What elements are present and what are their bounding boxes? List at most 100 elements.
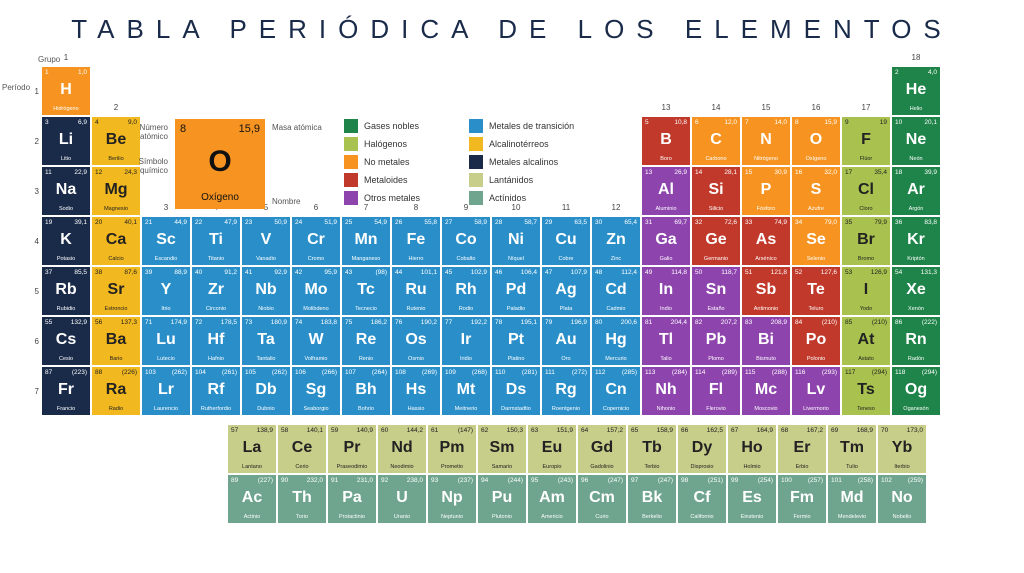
element-symbol: Na (42, 181, 90, 199)
element-symbol: Au (542, 331, 590, 349)
atomic-mass: 74,9 (774, 219, 787, 226)
atomic-mass: 127,6 (821, 269, 837, 276)
atomic-number: 35 (845, 219, 852, 226)
element-symbol: Li (42, 131, 90, 149)
atomic-mass: 58,7 (524, 219, 537, 226)
atomic-mass: (268) (472, 369, 487, 376)
atomic-number: 77 (445, 319, 452, 326)
atomic-number: 118 (895, 369, 905, 376)
element-name: Tecnecio (342, 307, 390, 313)
atomic-mass: 158,9 (657, 427, 673, 434)
element-symbol: Fm (778, 489, 826, 507)
atomic-number: 28 (495, 219, 502, 226)
atomic-number: 3 (45, 119, 49, 126)
element-Fl: 114(289)FlFlerovio (692, 367, 740, 415)
legend-item-alkali: Metales alcalinos (469, 155, 574, 169)
atomic-mass: 126,9 (871, 269, 887, 276)
element-Fr: 87(223)FrFrancio (42, 367, 90, 415)
atomic-number: 90 (281, 477, 288, 484)
atomic-mass: 72,6 (724, 219, 737, 226)
element-Cu: 2963,5CuCobre (542, 217, 590, 265)
element-symbol: Hs (392, 381, 440, 399)
element-symbol: Bh (342, 381, 390, 399)
atomic-number: 63 (531, 427, 538, 434)
atomic-number: 27 (445, 219, 452, 226)
element-symbol: Pm (428, 439, 476, 457)
atomic-number: 73 (245, 319, 252, 326)
atomic-number: 7 (745, 119, 749, 126)
element-symbol: Lr (142, 381, 190, 399)
example-sym: O (175, 145, 265, 179)
atomic-number: 59 (331, 427, 338, 434)
element-name: Lantano (228, 465, 276, 471)
atomic-mass: 88,9 (174, 269, 187, 276)
atomic-number: 114 (695, 369, 705, 376)
periodic-grid: 123456789101112131415161718111,0HHidróge… (28, 53, 996, 415)
element-symbol: Nb (242, 281, 290, 299)
element-name: Bario (92, 357, 140, 363)
element-name: Azufre (792, 207, 840, 213)
element-symbol: Br (842, 231, 890, 249)
atomic-number: 93 (431, 477, 438, 484)
atomic-mass: 196,9 (571, 319, 587, 326)
element-symbol: In (642, 281, 690, 299)
element-Sc: 2144,9ScEscandio (142, 217, 190, 265)
element-Ge: 3272,6GeGermanio (692, 217, 740, 265)
atomic-number: 76 (395, 319, 402, 326)
element-name: Talio (642, 357, 690, 363)
example-lbl-name: Nombre (272, 197, 322, 206)
atomic-number: 111 (545, 369, 555, 376)
element-Na: 1122,9NaSodio (42, 167, 90, 215)
element-Ir: 77192,2IrIridio (442, 317, 490, 365)
atomic-mass: 118,7 (721, 269, 737, 276)
atomic-number: 43 (345, 269, 352, 276)
element-Pu: 94(244)PuPlutonio (478, 475, 526, 523)
element-Rf: 104(261)RfRutherfordio (192, 367, 240, 415)
element-name: Radio (92, 407, 140, 413)
element-name: Platino (492, 357, 540, 363)
element-symbol: Ac (228, 489, 276, 507)
element-name: Iterbio (878, 465, 926, 471)
element-symbol: La (228, 439, 276, 457)
element-symbol: Pu (478, 489, 526, 507)
element-Lr: 103(262)LrLaurencio (142, 367, 190, 415)
element-name: Disprosio (678, 465, 726, 471)
element-name: Rodio (442, 307, 490, 313)
element-symbol: K (42, 231, 90, 249)
element-name: Francio (42, 407, 90, 413)
element-Br: 3579,9BrBromo (842, 217, 890, 265)
element-Bi: 83208,9BiBismuto (742, 317, 790, 365)
atomic-mass: 195,1 (521, 319, 537, 326)
element-symbol: V (242, 231, 290, 249)
element-Ti: 2247,9TiTitanio (192, 217, 240, 265)
atomic-number: 55 (45, 319, 52, 326)
element-name: Praseodimio (328, 465, 376, 471)
atomic-mass: 121,8 (771, 269, 787, 276)
atomic-number: 102 (881, 477, 892, 484)
element-Rb: 3785,5RbRubidio (42, 267, 90, 315)
atomic-number: 24 (295, 219, 302, 226)
element-name: Curio (578, 515, 626, 521)
element-Th: 90232,0ThTorio (278, 475, 326, 523)
element-name: Rutherfordio (192, 407, 240, 413)
legend-swatch (469, 137, 483, 151)
atomic-number: 62 (481, 427, 488, 434)
element-name: Actinio (228, 515, 276, 521)
example-cell: Número atómico Masa atómica Símbolo quím… (120, 119, 320, 209)
atomic-mass: (244) (508, 477, 523, 484)
element-name: Hassio (392, 407, 440, 413)
element-name: Estroncio (92, 307, 140, 313)
element-Cd: 48112,4CdCadmio (592, 267, 640, 315)
element-Zn: 3065,4ZnZinc (592, 217, 640, 265)
atomic-mass: 238,0 (407, 477, 423, 484)
element-symbol: Cf (678, 489, 726, 507)
atomic-number: 39 (145, 269, 152, 276)
element-Og: 118(294)OgOganesón (892, 367, 940, 415)
atomic-mass: (210) (872, 319, 887, 326)
element-name: Bromo (842, 257, 890, 263)
element-name: Europio (528, 465, 576, 471)
element-symbol: Fl (692, 381, 740, 399)
element-symbol: No (878, 489, 926, 507)
atomic-mass: (247) (608, 477, 623, 484)
element-Nd: 60144,2NdNeodimio (378, 425, 426, 473)
